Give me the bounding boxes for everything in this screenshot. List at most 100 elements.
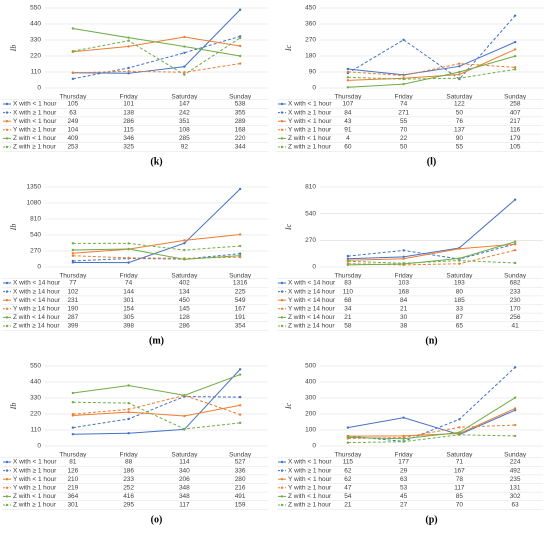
legend-label: X with ≥ 1 hour bbox=[288, 467, 332, 474]
legend-marker bbox=[280, 290, 284, 293]
y-tick-label: 1080 bbox=[27, 200, 42, 207]
y-axis-label: Ib bbox=[9, 224, 18, 232]
table-value: 271 bbox=[398, 109, 409, 116]
point bbox=[402, 249, 405, 252]
series-line bbox=[347, 407, 516, 437]
table-value: 78 bbox=[456, 476, 464, 483]
table-value: 107 bbox=[342, 101, 353, 108]
table-value: 286 bbox=[179, 323, 190, 330]
table-value: 54 bbox=[344, 493, 352, 500]
table-value: 168 bbox=[398, 288, 409, 295]
table-value: 231 bbox=[67, 297, 78, 304]
point bbox=[238, 8, 242, 11]
x-tick-label: Saturday bbox=[171, 94, 198, 101]
table-value: 191 bbox=[235, 314, 246, 321]
table-value: 63 bbox=[512, 502, 520, 509]
table-value: 186 bbox=[123, 467, 134, 474]
table-value: 167 bbox=[454, 467, 465, 474]
point bbox=[513, 434, 517, 438]
point bbox=[458, 247, 461, 250]
point bbox=[71, 27, 75, 30]
point bbox=[513, 423, 517, 427]
point bbox=[402, 257, 405, 260]
y-tick-label: 180 bbox=[305, 53, 316, 60]
point bbox=[183, 394, 186, 397]
table-value: 110 bbox=[343, 288, 354, 295]
y-tick-label: 540 bbox=[30, 232, 41, 239]
legend-marker bbox=[280, 102, 284, 106]
table-value: 29 bbox=[400, 467, 408, 474]
point bbox=[513, 14, 517, 17]
table-value: 450 bbox=[179, 297, 190, 304]
legend-marker bbox=[280, 486, 284, 489]
table-value: 286 bbox=[123, 118, 134, 125]
point bbox=[458, 73, 461, 76]
table-value: 325 bbox=[123, 144, 134, 151]
table-value: 354 bbox=[235, 323, 246, 330]
table-value: 285 bbox=[179, 135, 190, 142]
series-line bbox=[72, 396, 241, 429]
y-tick-label: 540 bbox=[305, 210, 316, 217]
point bbox=[402, 416, 405, 419]
legend-marker bbox=[5, 137, 9, 140]
x-tick-label: Sunday bbox=[504, 273, 527, 280]
table-value: 138 bbox=[123, 109, 134, 116]
point bbox=[183, 45, 186, 48]
table-value: 190 bbox=[67, 306, 78, 313]
series-line bbox=[72, 9, 241, 74]
table-value: 81 bbox=[69, 459, 77, 466]
table-value: 21 bbox=[400, 306, 408, 313]
legend-marker bbox=[280, 469, 284, 472]
legend-marker bbox=[5, 102, 9, 106]
y-tick-label: 810 bbox=[305, 184, 316, 191]
legend-label: Z with < 1 hour bbox=[13, 135, 57, 142]
y-tick-label: 450 bbox=[305, 5, 316, 12]
series-line bbox=[347, 48, 516, 81]
legend-label: Z with < 1 hour bbox=[288, 135, 332, 142]
point bbox=[458, 65, 461, 68]
table-value: 131 bbox=[510, 485, 521, 492]
point bbox=[402, 74, 405, 77]
legend-label: X with < 14 hour bbox=[288, 280, 336, 287]
point bbox=[458, 259, 461, 262]
series-line bbox=[72, 255, 241, 259]
table-value: 224 bbox=[510, 459, 521, 466]
legend-marker bbox=[280, 299, 284, 302]
table-value: 302 bbox=[510, 493, 521, 500]
point bbox=[238, 254, 242, 257]
point bbox=[127, 408, 130, 411]
table-value: 253 bbox=[67, 144, 78, 151]
legend-marker bbox=[5, 111, 9, 114]
point bbox=[238, 373, 242, 376]
table-value: 22 bbox=[400, 135, 408, 142]
point bbox=[238, 54, 242, 58]
point bbox=[127, 410, 130, 414]
point bbox=[127, 242, 130, 245]
table-value: 295 bbox=[123, 502, 134, 509]
point bbox=[458, 426, 461, 429]
table-value: 301 bbox=[67, 502, 78, 509]
point bbox=[513, 66, 517, 69]
table-value: 21 bbox=[344, 502, 352, 509]
point bbox=[513, 240, 517, 243]
legend-marker bbox=[280, 145, 284, 149]
point bbox=[513, 243, 517, 246]
y-tick-label: 0 bbox=[37, 443, 41, 450]
panel-label: (p) bbox=[425, 515, 437, 526]
point bbox=[127, 247, 130, 251]
table-value: 21 bbox=[344, 314, 352, 321]
point bbox=[183, 241, 186, 245]
table-value: 76 bbox=[456, 118, 464, 125]
point bbox=[183, 248, 186, 252]
point bbox=[238, 244, 242, 248]
y-tick-label: 400 bbox=[305, 379, 316, 386]
table-value: 144 bbox=[123, 288, 134, 295]
series-line bbox=[347, 15, 516, 80]
y-tick-label: 360 bbox=[305, 21, 316, 28]
legend-marker bbox=[280, 503, 284, 507]
table-value: 65 bbox=[456, 323, 464, 330]
x-tick-label: Saturday bbox=[171, 273, 198, 280]
point bbox=[346, 86, 350, 89]
table-value: 84 bbox=[344, 109, 352, 116]
series-line bbox=[72, 242, 241, 251]
